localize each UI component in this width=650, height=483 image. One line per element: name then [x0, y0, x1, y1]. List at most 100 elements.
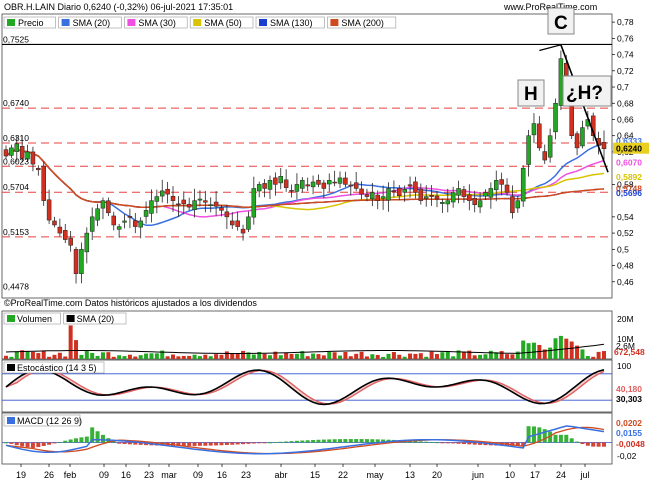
candle-body [467, 194, 472, 201]
pattern-lines [539, 44, 609, 173]
candle-body [165, 188, 170, 195]
macd-histogram-bar [478, 442, 483, 445]
candle-body [63, 230, 68, 240]
annotation-h-left: H [524, 84, 538, 105]
candle-body [370, 192, 375, 200]
volume-bar [354, 353, 359, 359]
candle-body [116, 226, 122, 230]
volume-bar [117, 355, 122, 359]
volume-bar [111, 356, 116, 359]
volume-bar [197, 356, 202, 359]
macd-histogram-bar [52, 442, 57, 444]
left-price-label-1: 0,6740 [3, 98, 29, 108]
macd-histogram-bar [370, 439, 375, 443]
macd-histogram-bar [257, 442, 262, 444]
volume-bar [602, 351, 606, 359]
macd-histogram-bar [564, 434, 569, 443]
macd-histogram-bar [451, 442, 456, 444]
candle-body [186, 204, 192, 208]
left-price-label-2: 0,6310 [3, 133, 29, 143]
volume-bar [494, 352, 499, 359]
candle-body [364, 194, 370, 197]
volume-bar [138, 355, 143, 359]
volume-bar [321, 355, 326, 359]
vol-legend-swatch-1 [66, 315, 75, 322]
candle-body [14, 143, 20, 152]
candle-body [84, 232, 90, 253]
vol-legend-box-0 [3, 312, 61, 325]
candle-body [488, 188, 494, 198]
candle-body [25, 151, 30, 160]
x-label-10: abr [274, 470, 287, 480]
volume-bar [300, 351, 305, 359]
macd-histogram-bar [273, 442, 278, 443]
volume-bar [133, 356, 138, 359]
price-box-bg-1 [613, 142, 649, 154]
volume-bar [397, 354, 402, 359]
macd-histogram-bar [230, 442, 235, 445]
candle-body [289, 190, 294, 192]
macd-histogram-bar [343, 439, 348, 443]
candle-body [337, 177, 343, 184]
candle-body [30, 151, 36, 165]
candle-body [348, 184, 354, 187]
left-price-label-4: 0,5704 [3, 182, 29, 192]
candle-body [170, 196, 176, 201]
legend-box-4 [255, 16, 325, 29]
macd-histogram-bar [111, 441, 116, 443]
volume-bar [386, 353, 391, 359]
price-tick-label-3: 0,72 [617, 66, 634, 76]
volume-bar [154, 353, 159, 359]
macd-histogram-bar [90, 427, 95, 443]
candle-body [246, 216, 251, 230]
volume-bar [192, 354, 197, 359]
left-price-label-0: 0,7525 [3, 34, 29, 44]
volume-bar [591, 356, 596, 359]
macd-histogram-bar [542, 429, 547, 443]
candle-body [106, 200, 111, 214]
annotation-H1: H [517, 79, 545, 107]
price-panel-frame [1, 13, 613, 299]
volume-bar [9, 356, 14, 359]
candle-body [375, 194, 380, 201]
volume-bar [553, 338, 558, 359]
macd-histogram-bar [181, 442, 186, 446]
macd-histogram-bar [585, 442, 590, 446]
volume-bar [95, 355, 100, 359]
candle-body [143, 210, 149, 217]
macd-histogram-bar [548, 431, 553, 443]
volume-bar [241, 350, 246, 359]
candle-body [267, 180, 273, 190]
volume-bar [311, 353, 316, 359]
macd-legend-swatch [7, 417, 15, 424]
volume-bar [364, 356, 369, 359]
macd-histogram-bar [63, 440, 68, 443]
volume-bar [100, 352, 105, 359]
candle-body [273, 177, 278, 185]
stoch-legend-swatch [7, 364, 15, 371]
volume-bar [25, 351, 30, 359]
price-tick-label-7: 0,64 [617, 131, 634, 141]
volume-bar [418, 353, 423, 359]
chart-title: OBR.H.LAIN Diario 0,6240 (-0,32%) 06-jul… [4, 2, 233, 12]
volume-bar [456, 350, 461, 359]
volume-bar [84, 350, 89, 359]
volume-bar [478, 354, 483, 359]
x-label-7: 09 [193, 470, 203, 480]
macd-histogram-bar [472, 442, 477, 445]
candle-body [558, 58, 564, 106]
price-tick-label-11: 0,52 [617, 228, 634, 238]
macd-histogram-bar [332, 439, 337, 443]
macd-histogram-bar [68, 439, 73, 443]
candle-body [79, 249, 84, 274]
macd-histogram-bar [20, 442, 25, 447]
candle-body [316, 179, 321, 185]
candle-body [149, 200, 154, 214]
candle-body [213, 201, 219, 207]
macd-axis-neg: -0,02 [617, 451, 637, 461]
x-label-11: 15 [310, 470, 320, 480]
candle-body [176, 203, 181, 206]
macd-histogram-bar [235, 442, 240, 445]
candle-body [224, 211, 230, 218]
legend-swatch-4 [259, 19, 267, 26]
